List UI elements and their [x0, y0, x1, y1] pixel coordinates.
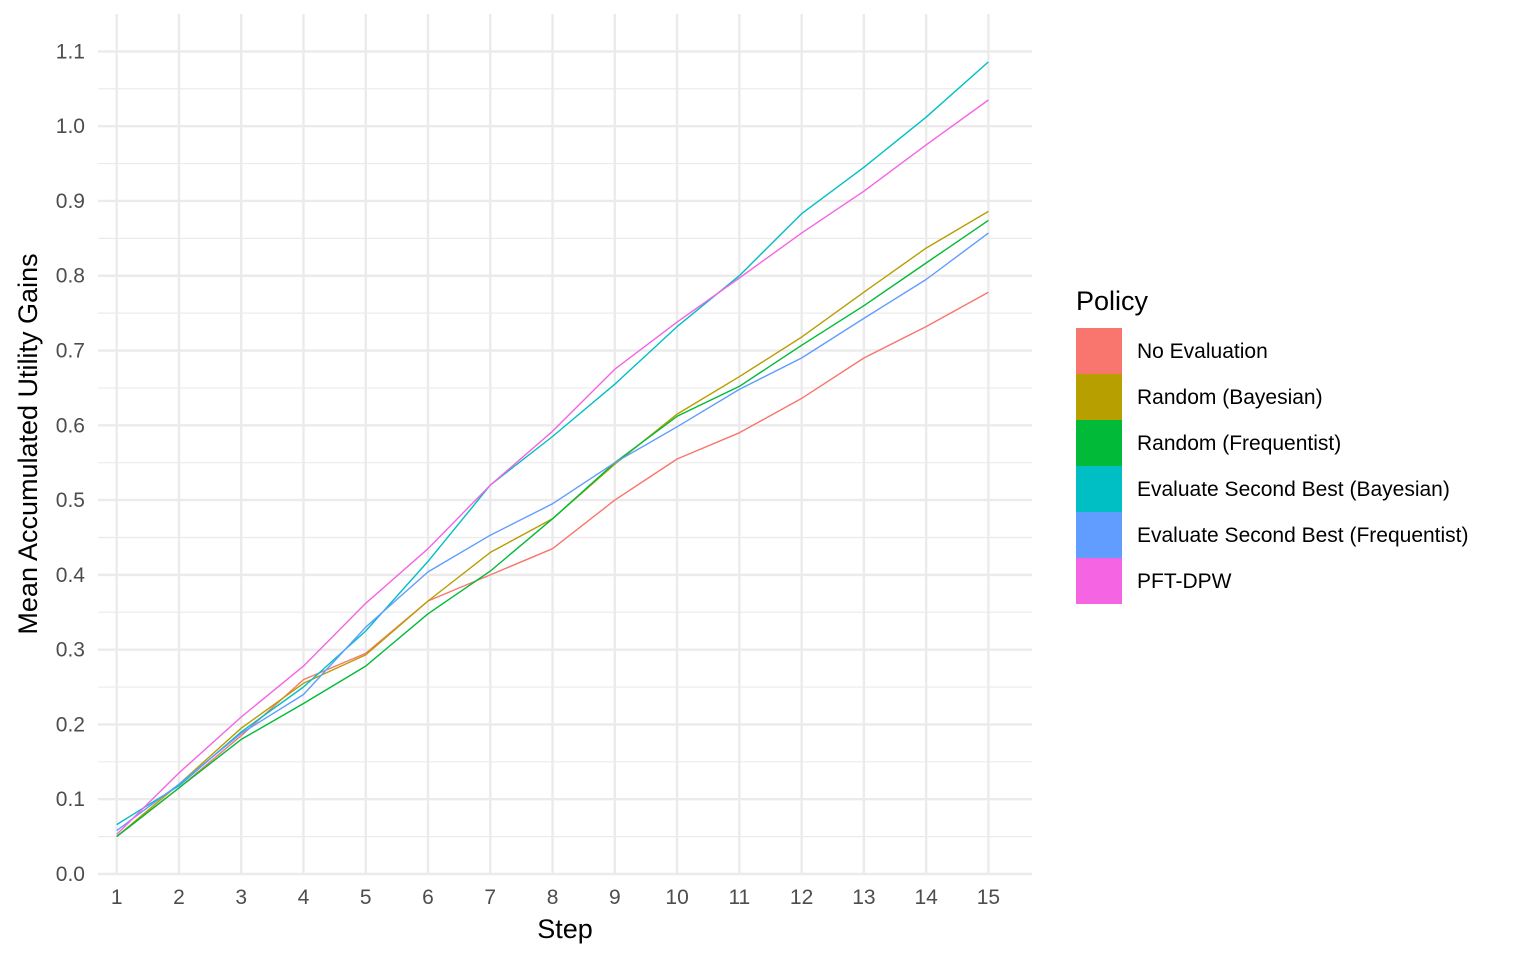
- y-tick-label: 0.6: [56, 414, 85, 437]
- minor-gridlines-y: [98, 88, 1032, 838]
- x-tick-label: 13: [852, 886, 875, 909]
- x-tick-label: 10: [665, 886, 688, 909]
- x-tick-label: 11: [728, 886, 750, 909]
- x-tick-label: 12: [790, 886, 813, 909]
- y-tick-label: 0.2: [56, 713, 85, 736]
- legend-key: [1076, 466, 1122, 512]
- x-tick-label: 3: [235, 886, 247, 909]
- legend-label: Random (Frequentist): [1137, 432, 1341, 455]
- x-tick-label: 15: [977, 886, 1000, 909]
- x-tick-label: 2: [173, 886, 185, 909]
- x-axis-tick-labels: 1 2 3 4 5 6 7 8 9 10 11 12 13 14 15: [111, 886, 1000, 909]
- series-line-evaluate-second-best-frequentist: [116, 232, 989, 832]
- x-tick-label: 6: [422, 886, 434, 909]
- legend-label: Evaluate Second Best (Frequentist): [1137, 524, 1469, 547]
- series-line-pft-dpw: [116, 99, 989, 835]
- x-axis-title: Step: [537, 914, 593, 944]
- x-tick-label: 9: [609, 886, 621, 909]
- y-tick-label: 1.0: [56, 115, 85, 138]
- y-tick-label: 0.4: [56, 564, 86, 587]
- x-tick-label: 4: [298, 886, 310, 909]
- series-line-random-frequentist: [116, 219, 989, 838]
- legend-key: [1076, 512, 1122, 558]
- y-tick-label: 0.9: [56, 190, 85, 213]
- y-tick-label: 0.0: [56, 863, 85, 886]
- y-axis-tick-labels: 0.0 0.1 0.2 0.3 0.4 0.5 0.6 0.7 0.8 0.9 1.0 1.1: [56, 40, 86, 886]
- series-lines: [116, 61, 989, 838]
- legend-label: Evaluate Second Best (Bayesian): [1137, 478, 1450, 501]
- legend: Policy No Evaluation Random (Bayesian) Ran…: [1076, 286, 1469, 604]
- x-tick-label: 14: [914, 886, 938, 909]
- legend-key: [1076, 558, 1122, 604]
- major-gridlines-x: [115, 14, 990, 874]
- legend-label: PFT-DPW: [1137, 570, 1232, 593]
- x-tick-label: 7: [484, 886, 496, 909]
- legend-key: [1076, 374, 1122, 420]
- y-axis-title: Mean Accumulated Utility Gains: [13, 253, 43, 634]
- y-tick-label: 0.3: [56, 639, 85, 662]
- legend-title: Policy: [1076, 286, 1149, 316]
- y-tick-label: 1.1: [56, 40, 85, 63]
- y-tick-label: 0.7: [56, 340, 85, 363]
- x-tick-label: 1: [111, 886, 123, 909]
- legend-key: [1076, 420, 1122, 466]
- y-tick-label: 0.8: [56, 265, 85, 288]
- legend-key: [1076, 328, 1122, 374]
- x-tick-label: 5: [360, 886, 372, 909]
- legend-label: No Evaluation: [1137, 340, 1268, 363]
- legend-label: Random (Bayesian): [1137, 386, 1323, 409]
- y-tick-label: 0.1: [56, 788, 85, 811]
- legend-items: No Evaluation Random (Bayesian) Random (Fr…: [1076, 328, 1469, 604]
- x-tick-label: 8: [547, 886, 559, 909]
- series-line-evaluate-second-best-bayesian: [116, 61, 989, 826]
- y-tick-label: 0.5: [56, 489, 85, 512]
